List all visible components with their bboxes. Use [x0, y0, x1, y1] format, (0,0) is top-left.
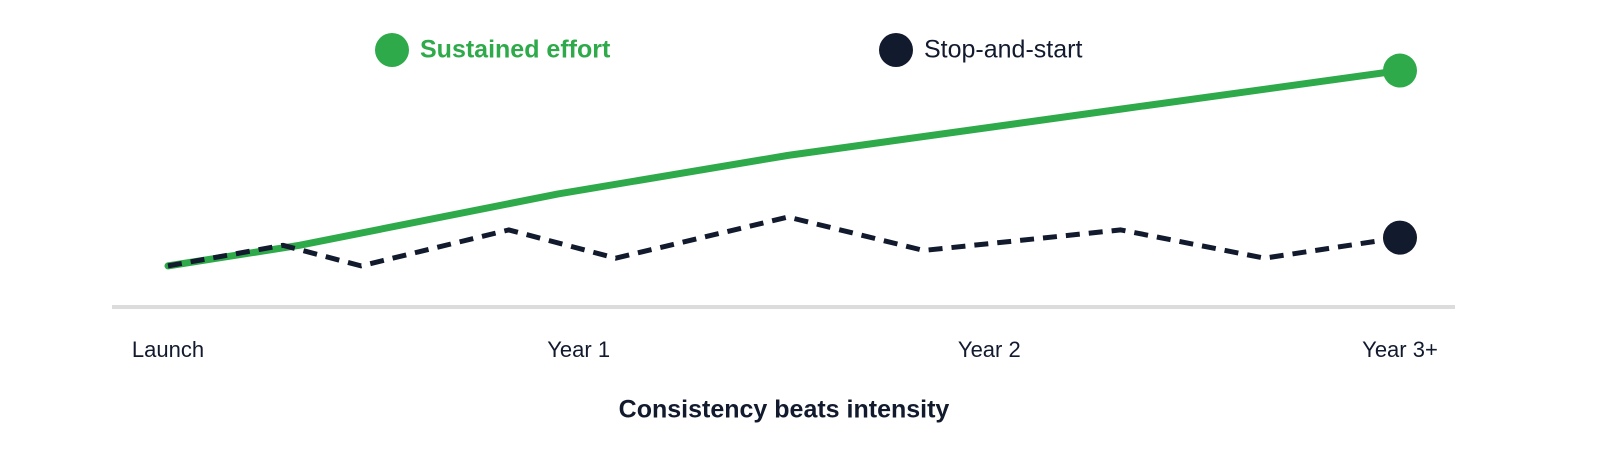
x-tick-label: Year 1 — [547, 337, 610, 362]
legend-label: Stop-and-start — [924, 36, 1082, 64]
legend-swatch — [375, 33, 409, 67]
x-tick-label: Year 2 — [958, 337, 1021, 362]
x-axis-label: Consistency beats intensity — [619, 396, 950, 424]
x-tick-label: Launch — [132, 337, 204, 362]
series-line — [167, 214, 1401, 269]
x-tick-label: Year 3+ — [1362, 337, 1438, 362]
legend-swatch — [879, 33, 913, 67]
series-line — [164, 67, 1404, 270]
legend-label: Sustained effort — [420, 36, 611, 64]
end-marker — [1383, 53, 1417, 88]
end-marker — [1383, 220, 1417, 255]
